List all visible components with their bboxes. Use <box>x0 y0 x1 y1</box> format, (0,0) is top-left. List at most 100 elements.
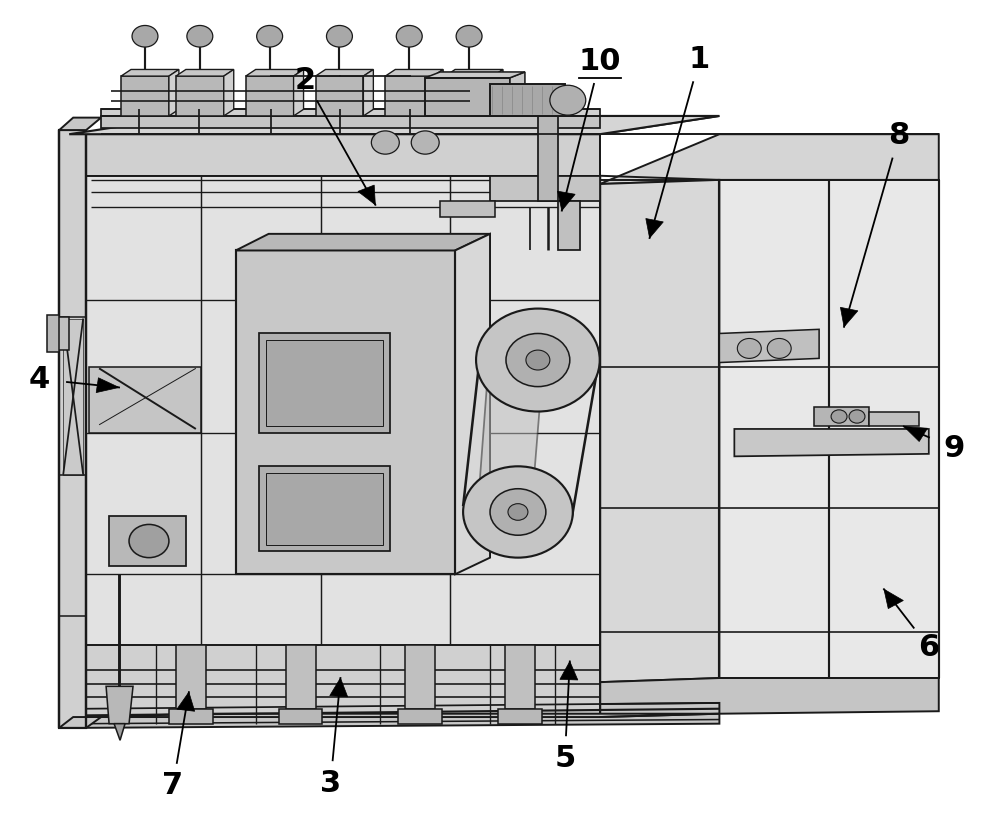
Circle shape <box>506 333 570 387</box>
Polygon shape <box>176 76 224 116</box>
Polygon shape <box>224 69 234 116</box>
Polygon shape <box>86 134 600 176</box>
Polygon shape <box>330 678 348 697</box>
Polygon shape <box>385 69 443 76</box>
Polygon shape <box>425 77 510 116</box>
Polygon shape <box>259 466 390 551</box>
Polygon shape <box>316 76 363 116</box>
Polygon shape <box>600 678 939 717</box>
Text: 9: 9 <box>943 433 964 462</box>
Polygon shape <box>89 367 201 433</box>
Polygon shape <box>600 134 939 184</box>
Text: 10: 10 <box>578 47 621 76</box>
Polygon shape <box>246 69 304 76</box>
Polygon shape <box>176 69 234 76</box>
Circle shape <box>456 26 482 47</box>
Polygon shape <box>286 645 316 709</box>
Polygon shape <box>86 176 600 717</box>
Text: 8: 8 <box>888 122 910 151</box>
Polygon shape <box>236 251 455 574</box>
Circle shape <box>129 525 169 557</box>
Polygon shape <box>505 645 535 709</box>
Polygon shape <box>560 661 578 680</box>
Polygon shape <box>734 429 929 456</box>
Polygon shape <box>490 176 600 201</box>
Polygon shape <box>279 709 322 724</box>
Polygon shape <box>433 69 443 116</box>
Circle shape <box>132 26 158 47</box>
Polygon shape <box>53 317 69 350</box>
Circle shape <box>326 26 352 47</box>
Polygon shape <box>405 645 435 709</box>
Polygon shape <box>445 76 493 116</box>
Circle shape <box>831 410 847 423</box>
Polygon shape <box>294 69 304 116</box>
Text: 3: 3 <box>320 769 341 798</box>
Circle shape <box>767 338 791 358</box>
Text: 7: 7 <box>162 771 183 801</box>
Circle shape <box>508 504 528 521</box>
Polygon shape <box>558 192 575 211</box>
Polygon shape <box>121 69 179 76</box>
Polygon shape <box>398 709 442 724</box>
Polygon shape <box>490 84 565 116</box>
Polygon shape <box>478 343 545 504</box>
Polygon shape <box>259 333 390 433</box>
Polygon shape <box>177 692 195 711</box>
Polygon shape <box>169 709 213 724</box>
Circle shape <box>737 338 761 358</box>
Polygon shape <box>363 69 373 116</box>
Polygon shape <box>719 180 939 678</box>
Polygon shape <box>558 201 580 251</box>
Circle shape <box>257 26 283 47</box>
Polygon shape <box>316 69 373 76</box>
Text: 2: 2 <box>295 66 316 95</box>
Polygon shape <box>445 69 503 76</box>
Polygon shape <box>600 180 719 682</box>
Polygon shape <box>106 686 133 724</box>
Polygon shape <box>646 218 663 238</box>
Polygon shape <box>86 703 719 728</box>
Polygon shape <box>121 76 169 116</box>
Polygon shape <box>425 72 525 77</box>
Circle shape <box>187 26 213 47</box>
Polygon shape <box>266 340 383 426</box>
Polygon shape <box>719 329 819 362</box>
Polygon shape <box>66 134 86 717</box>
Polygon shape <box>246 76 294 116</box>
Polygon shape <box>96 377 119 392</box>
Polygon shape <box>176 645 206 709</box>
Circle shape <box>849 410 865 423</box>
Polygon shape <box>63 318 83 475</box>
Polygon shape <box>440 201 495 217</box>
Polygon shape <box>69 116 719 134</box>
Circle shape <box>526 350 550 370</box>
Polygon shape <box>840 307 858 327</box>
Polygon shape <box>86 645 600 717</box>
Polygon shape <box>101 109 600 116</box>
Polygon shape <box>236 234 490 251</box>
Text: 5: 5 <box>554 744 575 773</box>
Polygon shape <box>538 116 558 201</box>
Polygon shape <box>59 717 101 728</box>
Polygon shape <box>101 116 600 127</box>
Polygon shape <box>455 234 490 574</box>
Polygon shape <box>884 589 903 609</box>
Polygon shape <box>510 72 525 116</box>
Polygon shape <box>266 473 383 545</box>
Polygon shape <box>59 117 101 130</box>
Polygon shape <box>385 76 433 116</box>
Polygon shape <box>109 516 186 566</box>
Text: 4: 4 <box>29 365 50 394</box>
Text: 1: 1 <box>689 45 710 74</box>
Polygon shape <box>498 709 542 724</box>
Polygon shape <box>869 412 919 426</box>
Polygon shape <box>358 185 375 205</box>
Polygon shape <box>86 714 719 717</box>
Polygon shape <box>904 426 927 441</box>
Polygon shape <box>66 134 86 176</box>
Circle shape <box>371 131 399 154</box>
Polygon shape <box>59 130 86 728</box>
Polygon shape <box>814 407 869 426</box>
Polygon shape <box>493 69 503 116</box>
